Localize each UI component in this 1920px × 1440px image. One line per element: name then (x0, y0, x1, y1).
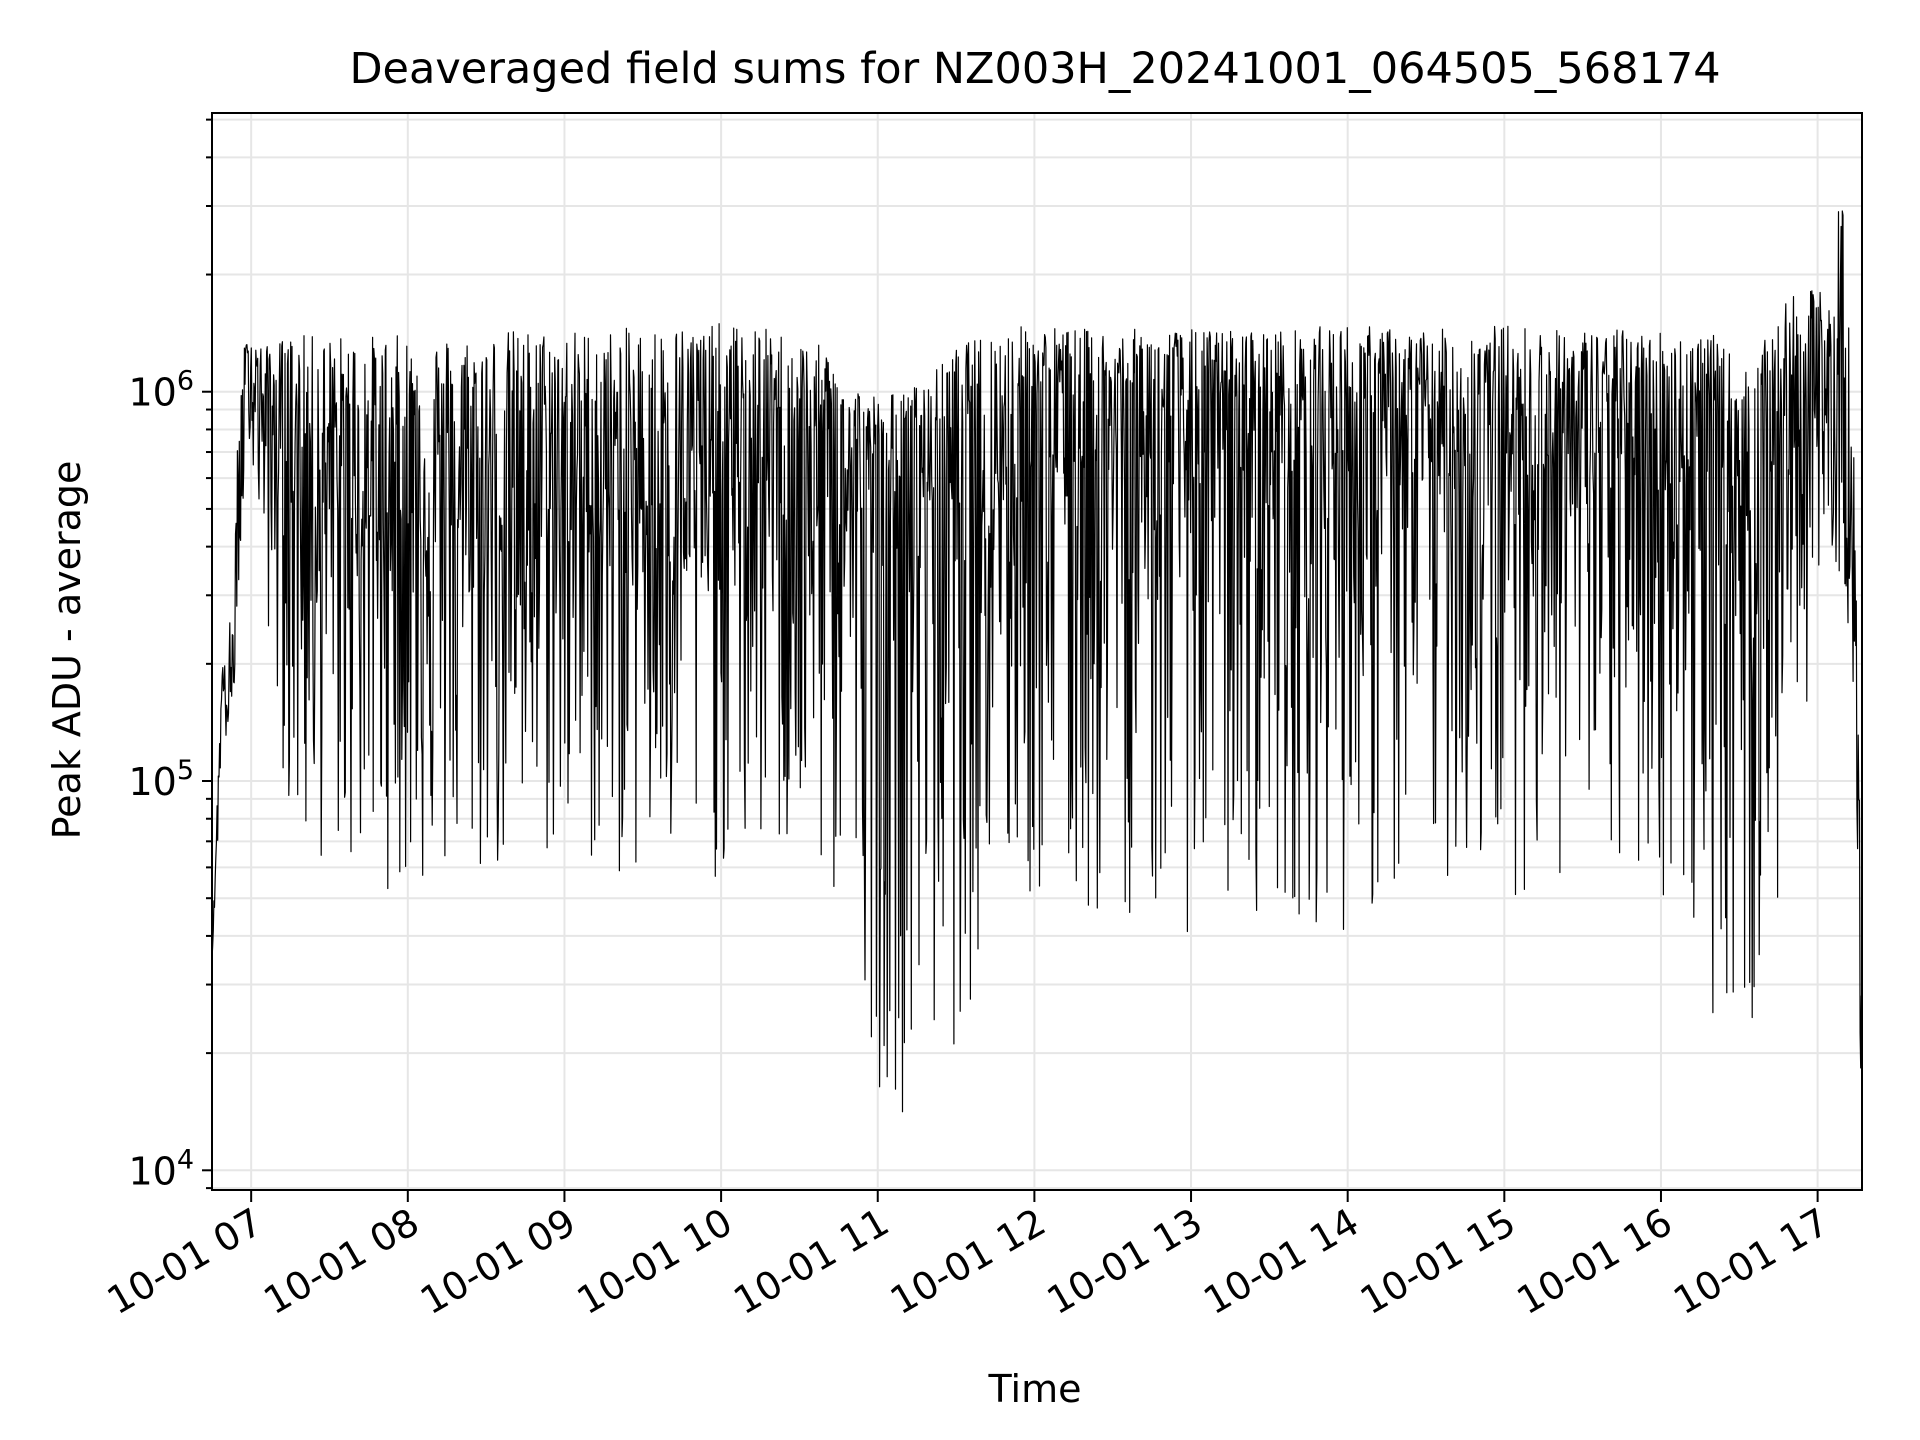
data-series (211, 210, 1863, 1140)
x-axis-label: Time (988, 1367, 1082, 1411)
chart-title: Deaveraged field sums for NZ003H_2024100… (349, 44, 1720, 94)
y-tick-label: 106 (128, 366, 194, 415)
y-tick-label: 104 (128, 1144, 194, 1193)
y-axis-label: Peak ADU - average (45, 461, 89, 840)
plot-frame (211, 112, 1863, 1191)
series-line (211, 210, 1863, 1140)
y-tick-label: 105 (128, 755, 194, 804)
